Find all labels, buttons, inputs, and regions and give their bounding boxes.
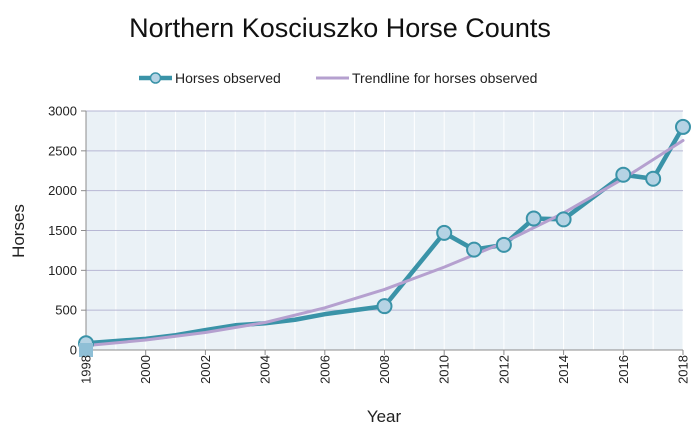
x-tick-label: 2002	[198, 355, 213, 384]
x-tick-label: 2014	[556, 355, 571, 384]
legend-label-horses-observed: Horses observed	[175, 70, 281, 86]
data-point-horses-observed	[466, 241, 483, 258]
x-tick-label: 2016	[616, 355, 631, 384]
y-tick-label: 500	[55, 303, 77, 318]
x-tick-label: 1998	[79, 355, 94, 384]
data-point-horses-observed	[615, 166, 632, 183]
x-tick-label: 2000	[138, 355, 153, 384]
legend-label-trendline: Trendline for horses observed	[352, 70, 537, 86]
y-axis-label: Horses	[9, 204, 28, 258]
axes	[81, 110, 684, 355]
chart-title: Northern Kosciuszko Horse Counts	[129, 13, 551, 43]
data-point-horses-observed	[376, 298, 393, 315]
origin-marker	[79, 343, 93, 357]
y-tick-label: 2000	[48, 183, 77, 198]
series-line-horses-observed	[83, 124, 686, 346]
data-point-horses-observed	[436, 224, 453, 241]
data-point-horses-observed	[555, 211, 572, 228]
y-tick-label: 1500	[48, 223, 77, 238]
tick-labels: 0 500 1000 1500 2000 2500 3000 1998 2000 2002 2004…	[48, 104, 690, 384]
data-point-horses-observed	[525, 210, 542, 227]
y-tick-label: 2500	[48, 143, 77, 158]
x-tick-label: 2018	[676, 355, 691, 384]
y-tick-label: 1000	[48, 263, 77, 278]
x-tick-label: 2010	[437, 355, 452, 384]
x-axis-label: Year	[367, 407, 402, 426]
data-point-horses-observed	[495, 236, 512, 253]
data-point-horses-observed	[675, 118, 691, 135]
legend-marker-horses-observed	[149, 72, 162, 84]
x-tick-label: 2004	[258, 355, 273, 384]
x-tick-label: 2012	[496, 355, 511, 384]
x-tick-label: 2008	[377, 355, 392, 384]
y-tick-label: 3000	[48, 104, 77, 119]
series-line-trendline	[84, 138, 685, 348]
data-point-horses-observed	[645, 170, 662, 187]
legend: Horses observed Trendline for horses obs…	[139, 70, 537, 86]
series-layer	[78, 118, 691, 357]
x-tick-label: 2006	[317, 355, 332, 384]
y-tick-label: 0	[70, 343, 77, 358]
